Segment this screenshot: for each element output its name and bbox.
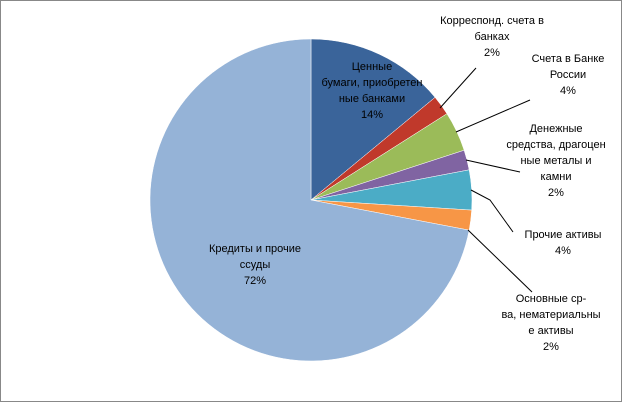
label-line: ссуды	[240, 259, 271, 271]
label-line: Прочие активы	[525, 229, 602, 241]
value-label: 4%	[560, 85, 576, 97]
leader-line	[465, 159, 521, 173]
slice-label: Корреспонд. счета в банках	[440, 15, 544, 43]
value-label: 14%	[361, 109, 383, 121]
slice-label: Счета в Банке России	[532, 53, 605, 81]
leader-line	[439, 67, 477, 109]
label-line: Ценные	[352, 61, 392, 73]
value-label: 2%	[484, 47, 500, 59]
label-line: бумаги, приобретен	[322, 77, 423, 89]
slice-label: Денежные средства, драгоцен ные металы и ка…	[506, 123, 605, 183]
label-line: Корреспонд. счета в	[440, 15, 544, 27]
pie-slice	[310, 38, 436, 201]
label-line: средства, драгоцен	[506, 139, 605, 151]
slice-label: Ценные бумаги, приобретен ные банками	[322, 61, 423, 105]
label-line: банках	[475, 31, 510, 43]
label-line: Кредиты и прочие	[209, 243, 301, 255]
leader-line	[455, 99, 531, 133]
slice-label: Основные ср-ва, нематериальны е активы	[501, 293, 600, 337]
label-line: Основные ср-	[516, 293, 587, 305]
label-line: России	[550, 69, 586, 81]
value-label: 2%	[548, 187, 564, 199]
label-line: Счета в Банке	[532, 53, 605, 65]
value-label: 4%	[555, 245, 571, 257]
pie-slice	[149, 38, 470, 362]
label-line: ные банками	[339, 93, 405, 105]
value-label: 72%	[244, 275, 266, 287]
leader-line	[470, 189, 514, 233]
slice-label: Кредиты и прочие ссуды	[209, 243, 301, 271]
leader-line	[467, 229, 533, 293]
label-line: е активы	[528, 325, 573, 337]
label-line: Денежные	[529, 123, 582, 135]
label-line: ва, нематериальны	[501, 309, 600, 321]
slice-label: Прочие активы	[525, 229, 602, 241]
value-label: 2%	[543, 341, 559, 353]
label-line: камни	[541, 171, 572, 183]
label-line: ные металы и	[520, 155, 591, 167]
